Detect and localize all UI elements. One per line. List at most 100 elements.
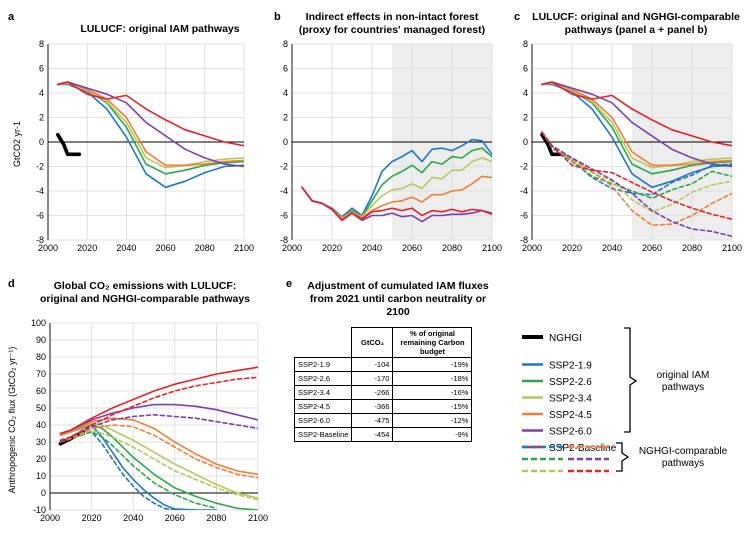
panel-c-y-tick-label: -6 xyxy=(520,211,528,221)
panel-c-x-tick-label: 2020 xyxy=(562,243,582,253)
panel-d-plot: 2000 2020 2040 2060 2080 2100 -10 0 10 20 30 40 50 60… xyxy=(31,318,268,523)
panel-d-title: Global CO₂ emissions with LULUCF: xyxy=(54,280,237,292)
panel-d-series-ssp2-6-0-nghgi-comparable xyxy=(59,413,258,443)
panel-a-y-tick-label: 8 xyxy=(39,39,44,49)
table-cell-pct: -18% xyxy=(392,371,473,386)
table-row: SSP2-4.5 -366 -15% xyxy=(293,399,473,414)
panel-a-y-tick-label: 0 xyxy=(39,137,44,147)
table-cell-gtco2: -104 xyxy=(351,357,394,372)
panel-label-b: b xyxy=(274,11,281,23)
panel-b-x-tick-label: 2080 xyxy=(442,243,462,253)
panel-c-y-tick-label: -4 xyxy=(520,186,528,196)
panel-d-y-tick-label: 80 xyxy=(36,352,46,362)
panel-d-x-tick-label: 2020 xyxy=(82,513,102,523)
panel-d-y-tick-label: 30 xyxy=(36,437,46,447)
panel-a-y-tick-label: -6 xyxy=(36,211,44,221)
table-col-gtco2: GtCO₂ xyxy=(351,327,394,358)
legend-group-original-line1: original IAM xyxy=(657,370,710,381)
panel-d-y-tick-label: -10 xyxy=(33,505,46,515)
panel-label-d: d xyxy=(8,278,15,290)
panel-d-x-tick-label: 2000 xyxy=(40,513,60,523)
legend-group-nghgi-line2: pathways xyxy=(662,458,704,469)
panel-c-y-tick-label: 4 xyxy=(523,88,528,98)
table-cell-pct: -12% xyxy=(392,413,473,428)
table-cell-pct: -9% xyxy=(392,427,473,442)
adjustment-table: GtCO₂ % of original remaining Carbon bud… xyxy=(293,327,473,442)
panel-d-y-tick-label: 10 xyxy=(36,471,46,481)
panel-a-x-tick-label: 2040 xyxy=(116,243,136,253)
panel-a-x-tick-label: 2100 xyxy=(234,243,254,253)
panel-b-series-ssp2-1-9 xyxy=(301,138,492,218)
panel-d-x-tick-label: 2100 xyxy=(248,513,268,523)
legend-group-original-line2: pathways xyxy=(662,382,704,393)
panel-d-y-tick-label: 20 xyxy=(36,454,46,464)
legend-label-ssp2-1-9: SSP2-1.9 xyxy=(549,361,592,372)
legend-label-ssp2-baseline: SSP2-Baseline xyxy=(549,443,617,454)
panel-c-series-ssp2-1-9-nghgi-comparable xyxy=(541,131,732,196)
panel-b-y-tick-label: 6 xyxy=(283,64,288,74)
legend-label-ssp2-6-0: SSP2-6.0 xyxy=(549,427,592,438)
panel-d-series-ssp2-3-4-nghgi-comparable xyxy=(59,429,258,501)
legend-brace-original xyxy=(624,327,638,433)
panel-c-x-tick-label: 2060 xyxy=(642,243,662,253)
table-cell-gtco2: -454 xyxy=(351,427,394,442)
table-row-label: SSP2-Baseline xyxy=(293,427,353,442)
panel-d-y-tick-label: 90 xyxy=(36,335,46,345)
panel-b-y-tick-label: -2 xyxy=(280,162,288,172)
panel-a-x-tick-label: 2020 xyxy=(77,243,97,253)
panel-a-series-ssp2-baseline xyxy=(56,81,244,147)
panel-label-e: e xyxy=(286,278,292,290)
legend: NGHGI SSP2-1.9 SSP2-2.6 SSP2-3.4 SSP2-4.5 SSP… xyxy=(522,333,617,473)
panel-a-x-tick-label: 2060 xyxy=(156,243,176,253)
table-cell-gtco2: -475 xyxy=(351,413,394,428)
panel-a-x-tick-label: 2000 xyxy=(38,243,58,253)
panel-c-series-nghgi xyxy=(540,132,566,157)
table-row-label: SSP2-4.5 xyxy=(293,399,353,414)
panel-b-series-group xyxy=(301,138,492,223)
table-row: SSP2-Baseline -454 -9% xyxy=(293,427,473,442)
panel-c-series-ssp2-4-5-nghgi-comparable xyxy=(541,131,732,227)
table-col-pct: % of original remaining Carbon budget xyxy=(392,327,473,358)
panel-d-y-tick-label: 40 xyxy=(36,420,46,430)
panel-d-x-tick-label: 2080 xyxy=(206,513,226,523)
panel-c-series-ssp2-3-4-nghgi-comparable xyxy=(541,131,732,213)
plot-layer: 2000 2020 2040 2060 2080 2100-8-6-4-202468200… xyxy=(31,39,742,523)
table-cell-gtco2: -170 xyxy=(351,371,394,386)
table-row-label: SSP2-2.6 xyxy=(293,371,353,386)
panel-c-series-group xyxy=(540,81,732,238)
panel-c-y-tick-label: -8 xyxy=(520,235,528,245)
panel-d-y-tick-label: 70 xyxy=(36,369,46,379)
panel-c-y-tick-label: -2 xyxy=(520,162,528,172)
panel-c-x-tick-label: 2040 xyxy=(602,243,622,253)
panel-d-series-ssp2-6-0 xyxy=(59,403,258,435)
panel-c-series-ssp2-6-0 xyxy=(541,81,732,168)
panel-d-subtitle: original and NGHGI-comparable pathways xyxy=(40,293,250,305)
panel-a-y-tick-label: 6 xyxy=(39,64,44,74)
panel-b-x-tick-label: 2060 xyxy=(402,243,422,253)
panel-a-y-tick-label: -8 xyxy=(36,235,44,245)
panel-d-series-ssp2-baseline xyxy=(59,366,258,435)
panel-a-series-ssp2-6-0 xyxy=(56,81,244,168)
table-row: SSP2-6.0 -475 -12% xyxy=(293,413,473,428)
panel-a-y-tick-label: 2 xyxy=(39,113,44,123)
table-cell-gtco2: -266 xyxy=(351,385,394,400)
panel-a-series-ssp2-4-5 xyxy=(56,81,244,167)
panel-b-y-tick-label: 8 xyxy=(283,39,288,49)
panel-a-title: LULUCF: original IAM pathways xyxy=(80,23,239,35)
panel-d-series-ssp2-1-9 xyxy=(59,424,218,510)
table-row: SSP2-1.9 -104 -19% xyxy=(293,357,473,372)
panel-d-series-ssp2-2-6-nghgi-comparable xyxy=(59,430,218,510)
panel-b-plot: 2000 2020 2040 2060 2080 2100 -8 -6 -4 -2 0 2 4 6 8 xyxy=(280,39,502,253)
panel-c-title: LULUCF: original and NGHGI-comparable xyxy=(532,11,740,23)
table-cell-pct: -16% xyxy=(392,385,473,400)
panel-b-title: Indirect effects in non-intact forest xyxy=(306,11,479,23)
table-row: SSP2-2.6 -170 -18% xyxy=(293,371,473,386)
panel-b-y-tick-label: -6 xyxy=(280,211,288,221)
panel-b-x-tick-label: 2020 xyxy=(322,243,342,253)
panel-c-series-ssp2-baseline-nghgi-comparable xyxy=(541,131,732,220)
panel-b-y-tick-label: 2 xyxy=(283,113,288,123)
panel-d-y-tick-label: 60 xyxy=(36,386,46,396)
panel-d-series-ssp2-baseline-nghgi-comparable xyxy=(59,376,258,442)
table-header-row: GtCO₂ % of original remaining Carbon bud… xyxy=(294,327,473,358)
panel-a-series-group xyxy=(55,81,244,189)
